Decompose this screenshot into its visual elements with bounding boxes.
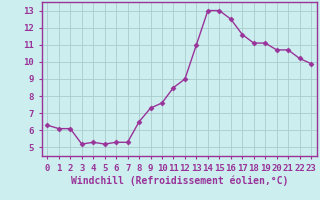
X-axis label: Windchill (Refroidissement éolien,°C): Windchill (Refroidissement éolien,°C) <box>70 175 288 186</box>
